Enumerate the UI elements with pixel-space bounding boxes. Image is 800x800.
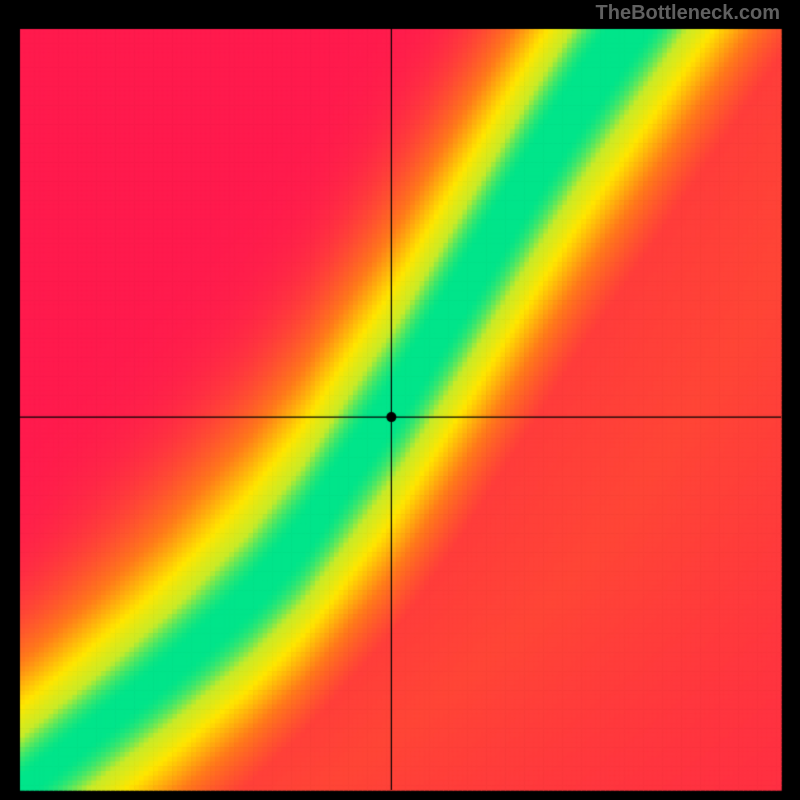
heatmap-canvas (0, 0, 800, 800)
chart-container: TheBottleneck.com (0, 0, 800, 800)
watermark-text: TheBottleneck.com (596, 2, 780, 25)
